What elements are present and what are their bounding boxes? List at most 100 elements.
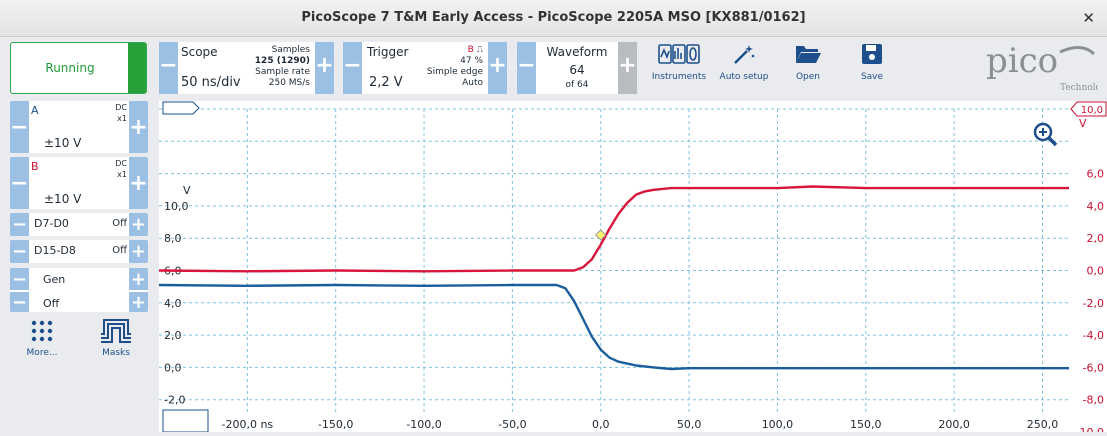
rising-edge-icon: ⎍ bbox=[476, 45, 483, 55]
scope-group: − Scope 50 ns/div Samples 125 (1290) Sam… bbox=[159, 42, 334, 94]
channel-b-decrease-button[interactable]: − bbox=[10, 157, 29, 209]
waveform-title: Waveform bbox=[546, 45, 608, 59]
window-title: PicoScope 7 T&M Early Access - PicoScope… bbox=[301, 10, 806, 25]
oscilloscope-chart[interactable]: 10,08,06,04,02,00,0-2,0V6,04,02,00,0-2,0… bbox=[158, 101, 1107, 436]
timebase-increase-button[interactable]: + bbox=[315, 42, 334, 94]
x-axis-tick-label: 0,0 bbox=[592, 418, 610, 431]
gen-state: Off bbox=[43, 297, 60, 310]
instruments-button[interactable]: Instruments bbox=[649, 42, 709, 82]
x-axis-tick-label: 150,0 bbox=[850, 418, 882, 431]
channel-b-offset-marker bbox=[1070, 101, 1107, 117]
waveform-next-button[interactable]: + bbox=[618, 42, 637, 94]
left-axis-tick-label: 10,0 bbox=[164, 200, 189, 213]
samples-label: Samples bbox=[271, 45, 310, 55]
more-button[interactable]: More... bbox=[18, 318, 66, 358]
waveform-group: − Waveform 64 of 64 + bbox=[517, 42, 637, 94]
masks-label: Masks bbox=[102, 348, 130, 358]
zoom-icon[interactable] bbox=[1033, 122, 1058, 147]
trigger-type: Simple edge bbox=[426, 67, 483, 77]
save-button[interactable]: Save bbox=[842, 42, 902, 82]
series-b-line bbox=[158, 185, 1069, 273]
left-axis-tick-label: 8,0 bbox=[164, 232, 182, 245]
right-axis-tick-label: -2,0 bbox=[1083, 297, 1104, 310]
x-axis-tick-label: -50,0 bbox=[498, 418, 526, 431]
time-ruler-marker bbox=[162, 101, 200, 115]
open-label: Open bbox=[795, 72, 821, 82]
right-axis-tick-label: 6,0 bbox=[1087, 168, 1105, 181]
logo-sub: Technology bbox=[1060, 83, 1098, 93]
x-axis-tick-label: 50,0 bbox=[677, 418, 702, 431]
channel-a-increase-button[interactable]: + bbox=[129, 101, 148, 153]
channel-b-increase-button[interactable]: + bbox=[129, 157, 148, 209]
d7-d0-decrease-button[interactable]: − bbox=[10, 213, 29, 236]
x-axis-tick-label: 100,0 bbox=[762, 418, 794, 431]
left-axis-unit: V bbox=[183, 184, 191, 197]
waveform-previous-button[interactable]: − bbox=[517, 42, 536, 94]
trigger-group: − Trigger 2,2 V B ⎍ 47 % Simple edge Aut… bbox=[343, 42, 507, 94]
gen-off-decrease-button[interactable]: − bbox=[10, 291, 29, 312]
samples-value: 125 (1290) bbox=[254, 56, 310, 66]
channel-a-offset-marker bbox=[162, 409, 209, 433]
sample-rate-value: 250 MS/s bbox=[268, 78, 310, 88]
trigger-point-marker bbox=[595, 229, 607, 241]
waveform-total: of 64 bbox=[565, 80, 589, 90]
x-axis-tick-label: -200,0 ns bbox=[222, 418, 274, 431]
trigger-level[interactable]: 2,2 V bbox=[369, 75, 403, 90]
d15-d8-increase-button[interactable]: + bbox=[129, 240, 148, 263]
gen-increase-button[interactable]: + bbox=[129, 268, 148, 290]
sample-rate-label: Sample rate bbox=[255, 67, 310, 77]
x-axis-tick-label: -100,0 bbox=[406, 418, 441, 431]
right-axis-unit: V bbox=[1079, 117, 1087, 130]
close-button[interactable]: ✕ bbox=[1082, 9, 1095, 27]
channel-b-name: B bbox=[31, 160, 39, 173]
folder-open-icon bbox=[796, 46, 821, 63]
gen-off-increase-button[interactable]: + bbox=[129, 291, 148, 312]
trigger-increase-button[interactable]: + bbox=[488, 42, 507, 94]
channel-b-range[interactable]: ±10 V bbox=[44, 192, 82, 206]
d7-d0-name: D7-D0 bbox=[34, 217, 69, 230]
digital-d15-d8-panel: − D15-D8 Off + bbox=[10, 240, 148, 263]
auto-setup-button[interactable]: Auto setup bbox=[714, 42, 774, 82]
left-axis-tick-label: 4,0 bbox=[164, 297, 182, 310]
right-axis-tick-label: -10,0 bbox=[1076, 426, 1104, 432]
right-axis-top-label: 10,0 bbox=[1081, 105, 1103, 116]
channel-b-probe: x1 bbox=[117, 170, 127, 179]
run-status-label: Running bbox=[45, 61, 95, 75]
right-axis-tick-label: -4,0 bbox=[1083, 329, 1104, 342]
right-axis-tick-label: 2,0 bbox=[1087, 232, 1105, 245]
d15-d8-decrease-button[interactable]: − bbox=[10, 240, 29, 263]
channel-a-range[interactable]: ±10 V bbox=[44, 136, 82, 150]
scope-title: Scope bbox=[181, 45, 218, 59]
magic-wand-icon bbox=[734, 45, 755, 64]
right-axis-tick-label: 4,0 bbox=[1087, 200, 1105, 213]
logo-brand: pico bbox=[986, 42, 1058, 81]
gen-decrease-button[interactable]: − bbox=[10, 268, 29, 290]
trigger-decrease-button[interactable]: − bbox=[343, 42, 362, 94]
timebase-decrease-button[interactable]: − bbox=[159, 42, 178, 94]
channel-a-decrease-button[interactable]: − bbox=[10, 101, 29, 153]
pico-logo: pico Technology bbox=[978, 41, 1107, 94]
left-axis-tick-label: 0,0 bbox=[164, 361, 182, 374]
save-label: Save bbox=[860, 72, 884, 82]
series-a-line bbox=[158, 283, 1069, 371]
instruments-icon bbox=[658, 44, 700, 64]
channel-b-coupling: DC bbox=[115, 159, 127, 168]
run-status-bar bbox=[128, 43, 146, 93]
open-button[interactable]: Open bbox=[778, 42, 838, 82]
scope-plot-area[interactable]: 10,0 8,0 6,0 4,0 2,0 0,0 -2,0 V 6,0 4,0 2,0 0,0 -2,0… bbox=[158, 101, 1107, 436]
gen-name: Gen bbox=[43, 273, 66, 286]
more-label: More... bbox=[26, 348, 58, 358]
x-axis-tick-label: 250,0 bbox=[1027, 418, 1059, 431]
x-axis-tick-label: -150,0 bbox=[318, 418, 353, 431]
run-stop-button[interactable]: Running bbox=[10, 42, 147, 94]
left-axis-tick-label: -2,0 bbox=[164, 394, 185, 407]
masks-button[interactable]: Masks bbox=[92, 318, 140, 358]
d7-d0-increase-button[interactable]: + bbox=[129, 213, 148, 236]
save-icon bbox=[862, 44, 882, 64]
trigger-percent: 47 % bbox=[460, 56, 483, 66]
channel-a-name: A bbox=[31, 104, 39, 117]
x-axis-tick-label: 200,0 bbox=[938, 418, 970, 431]
channel-a-probe: x1 bbox=[117, 114, 127, 123]
window-titlebar: PicoScope 7 T&M Early Access - PicoScope… bbox=[0, 0, 1107, 37]
timebase-value[interactable]: 50 ns/div bbox=[181, 75, 241, 90]
